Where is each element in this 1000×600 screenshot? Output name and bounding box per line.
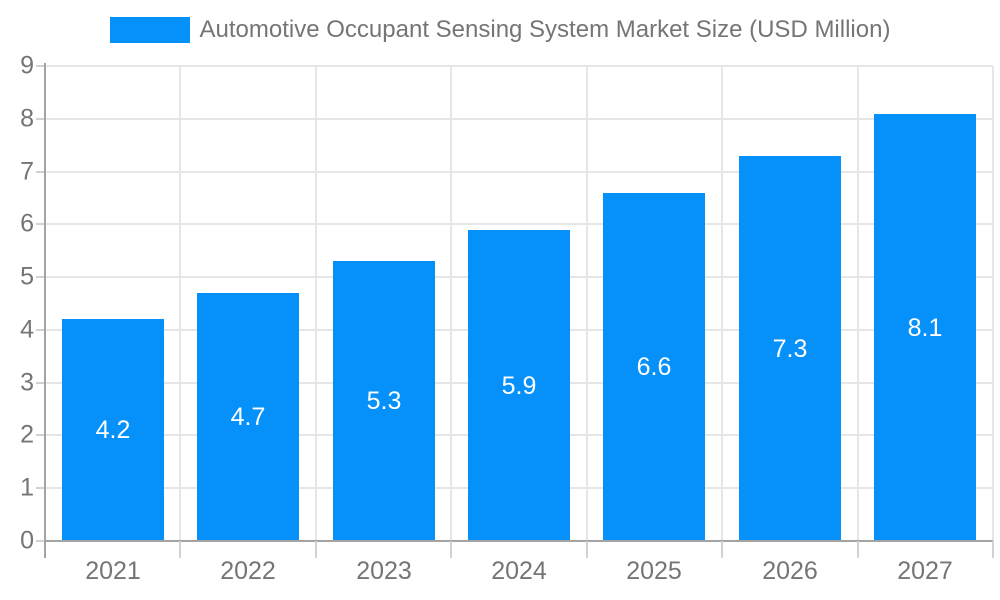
y-axis-tick-label: 2 <box>20 420 34 449</box>
gridline-vertical <box>315 66 317 541</box>
x-axis-tick <box>992 541 994 558</box>
x-axis-category-label: 2025 <box>626 557 682 585</box>
gridline-vertical <box>857 66 859 541</box>
y-axis-tick <box>36 276 44 278</box>
chart-legend: Automotive Occupant Sensing System Marke… <box>0 16 1000 44</box>
y-axis-tick-label: 1 <box>20 473 34 502</box>
y-axis-tick-label: 4 <box>20 315 34 344</box>
gridline-vertical <box>450 66 452 541</box>
y-axis-tick <box>36 329 44 331</box>
legend-label: Automotive Occupant Sensing System Marke… <box>199 16 891 43</box>
bar-2022 <box>197 293 299 541</box>
y-axis-tick <box>36 65 44 67</box>
bar-2026 <box>739 156 841 541</box>
x-axis-category-label: 2026 <box>762 557 818 585</box>
gridline-vertical <box>721 66 723 541</box>
bar-value-label: 4.2 <box>95 416 131 444</box>
gridline-horizontal <box>45 117 993 120</box>
y-axis-tick-label: 0 <box>20 526 34 555</box>
gridline-horizontal <box>45 65 993 67</box>
y-axis-tick-label: 3 <box>20 368 34 397</box>
x-axis-tick <box>315 541 317 558</box>
legend-swatch <box>109 17 190 43</box>
bar-2024 <box>468 230 570 541</box>
gridline-horizontal <box>45 223 993 226</box>
bar-value-label: 5.9 <box>501 372 537 400</box>
y-axis-line <box>44 63 46 558</box>
gridline-vertical <box>586 66 588 541</box>
y-axis-tick-label: 8 <box>20 104 34 133</box>
x-axis-tick <box>586 541 588 558</box>
y-axis-tick-label: 9 <box>20 51 34 80</box>
x-axis-tick <box>857 541 859 558</box>
bar-2025 <box>603 193 705 541</box>
bar-value-label: 6.6 <box>636 353 672 381</box>
y-axis-tick <box>36 540 44 542</box>
bar-2021 <box>62 319 164 541</box>
bar-value-label: 4.7 <box>230 403 266 431</box>
bar-value-label: 5.3 <box>366 387 402 415</box>
y-axis-tick-label: 7 <box>20 157 34 186</box>
x-axis-tick <box>179 541 181 558</box>
x-axis-category-label: 2023 <box>356 557 412 585</box>
x-axis-category-label: 2021 <box>85 557 141 585</box>
y-axis-tick <box>36 434 44 436</box>
y-axis-tick-label: 6 <box>20 209 34 238</box>
bar-value-label: 8.1 <box>907 314 943 342</box>
x-axis-category-label: 2024 <box>491 557 547 585</box>
x-axis-line <box>45 540 993 542</box>
y-axis-tick <box>36 171 44 173</box>
y-axis-tick <box>36 223 44 225</box>
y-axis-tick <box>36 382 44 384</box>
gridline-vertical <box>179 66 181 541</box>
x-axis-tick <box>450 541 452 558</box>
bar-2027 <box>874 114 976 541</box>
y-axis-tick <box>36 118 44 120</box>
x-axis-tick <box>721 541 723 558</box>
y-axis-tick <box>36 487 44 489</box>
x-axis-category-label: 2022 <box>220 557 276 585</box>
gridline-vertical <box>992 66 994 541</box>
bar-2023 <box>333 261 435 541</box>
y-axis-tick-label: 5 <box>20 262 34 291</box>
x-axis-category-label: 2027 <box>897 557 953 585</box>
plot-area: 4.2 4.7 5.3 5.9 6.6 7.3 8.1 <box>45 65 994 541</box>
gridline-horizontal <box>45 170 993 173</box>
bar-value-label: 7.3 <box>772 335 808 363</box>
